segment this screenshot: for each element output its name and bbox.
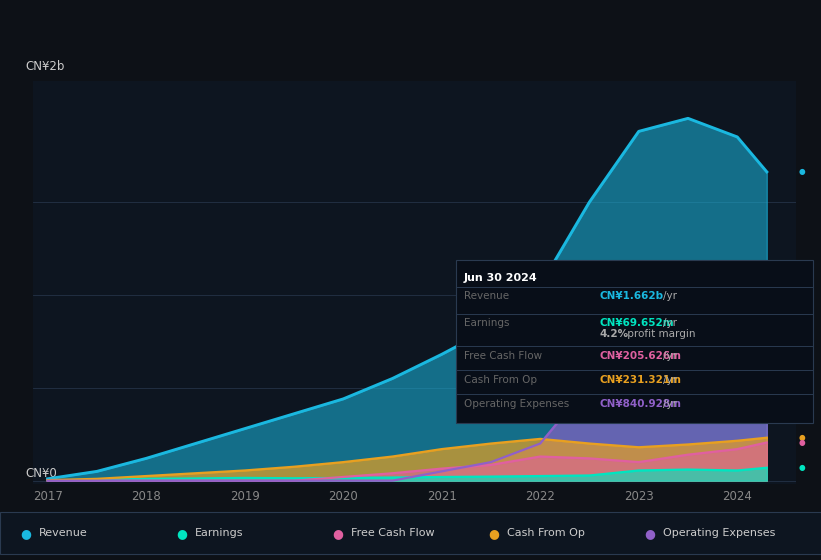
Text: ●: ● [333, 527, 343, 540]
Text: /yr: /yr [663, 291, 677, 301]
Text: /yr: /yr [663, 375, 677, 385]
Text: Operating Expenses: Operating Expenses [464, 399, 569, 409]
Text: ●: ● [799, 438, 805, 447]
Text: Revenue: Revenue [39, 529, 87, 538]
Text: CN¥0: CN¥0 [25, 468, 57, 480]
Text: CN¥840.928m: CN¥840.928m [599, 399, 681, 409]
Text: Jun 30 2024: Jun 30 2024 [464, 273, 538, 283]
Text: /yr: /yr [663, 399, 677, 409]
Text: ●: ● [799, 167, 805, 176]
Text: CN¥1.662b: CN¥1.662b [599, 291, 663, 301]
Text: CN¥231.321m: CN¥231.321m [599, 375, 681, 385]
Text: 4.2%: 4.2% [599, 329, 628, 339]
Text: Cash From Op: Cash From Op [507, 529, 585, 538]
Text: Revenue: Revenue [464, 291, 509, 301]
Text: profit margin: profit margin [624, 329, 695, 339]
Text: Earnings: Earnings [464, 318, 509, 328]
Text: /yr: /yr [663, 318, 677, 328]
Text: CN¥69.652m: CN¥69.652m [599, 318, 674, 328]
Text: CN¥2b: CN¥2b [25, 60, 65, 73]
Text: ●: ● [488, 527, 499, 540]
Text: ●: ● [21, 527, 31, 540]
Text: CN¥205.626m: CN¥205.626m [599, 351, 681, 361]
Text: /yr: /yr [663, 351, 677, 361]
Text: ●: ● [799, 463, 805, 472]
Text: Cash From Op: Cash From Op [464, 375, 537, 385]
Text: ●: ● [799, 320, 805, 329]
Text: ●: ● [177, 527, 187, 540]
Text: Free Cash Flow: Free Cash Flow [351, 529, 434, 538]
Text: Operating Expenses: Operating Expenses [663, 529, 775, 538]
Text: Free Cash Flow: Free Cash Flow [464, 351, 542, 361]
Text: Earnings: Earnings [195, 529, 243, 538]
Text: ●: ● [799, 433, 805, 442]
Text: ●: ● [644, 527, 655, 540]
